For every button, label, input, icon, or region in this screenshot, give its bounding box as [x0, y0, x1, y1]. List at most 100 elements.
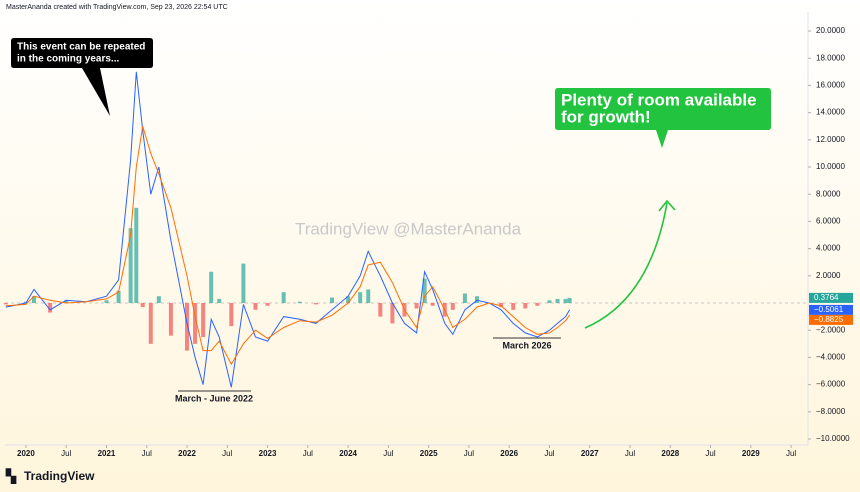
histogram-bar	[31, 296, 36, 304]
y-tick-label: 10.0000	[816, 162, 845, 171]
histogram-bar	[414, 303, 419, 309]
price-tag	[809, 292, 853, 303]
y-tick-label: 2.0000	[816, 271, 841, 280]
x-tick-label: 2024	[339, 449, 357, 458]
histogram-bar	[3, 303, 8, 305]
histogram-bar	[474, 296, 479, 304]
histogram-bar	[523, 303, 528, 309]
price-tag	[809, 314, 853, 325]
histogram-bar	[430, 303, 435, 306]
logo: ▚	[5, 467, 17, 484]
y-tick-label: 18.0000	[816, 53, 845, 62]
histogram-bar	[185, 303, 190, 351]
histogram-bar	[229, 303, 234, 327]
x-tick-label: Jul	[142, 449, 152, 458]
histogram-bar	[253, 303, 258, 310]
x-tick-label: Jul	[625, 449, 635, 458]
histogram-bar	[499, 303, 504, 308]
x-tick-label: Jul	[61, 449, 71, 458]
x-tick-label: 2020	[17, 449, 35, 458]
y-tick-label: 20.0000	[816, 26, 845, 35]
histogram-bar	[48, 303, 53, 313]
histogram-bar	[346, 296, 351, 304]
annotation: for growth!	[561, 107, 651, 126]
histogram-bar	[116, 290, 121, 304]
arrow-head	[658, 199, 676, 212]
histogram-bar	[193, 303, 198, 344]
x-tick-label: 2029	[742, 449, 760, 458]
histogram-bar	[156, 296, 161, 304]
annotation: Plenty of room available	[561, 90, 757, 109]
price-tag-label: −0.8825	[814, 315, 844, 324]
histogram-bar	[378, 303, 383, 317]
watermark: TradingView @MasterAnanda	[295, 219, 522, 238]
x-tick-label: 2027	[581, 449, 599, 458]
y-tick-label: 14.0000	[816, 108, 845, 117]
price-tag-label: −0.5061	[814, 305, 844, 314]
macd-line	[5, 126, 571, 366]
x-tick-label: 2025	[420, 449, 438, 458]
y-tick-label: 6.0000	[816, 217, 841, 226]
histogram-bar	[297, 301, 302, 304]
y-tick-label: 12.0000	[816, 135, 845, 144]
histogram-bar	[511, 303, 516, 310]
histogram-bar	[104, 300, 109, 304]
y-tick-label: −2.0000	[816, 325, 846, 334]
histogram-bar	[422, 278, 427, 304]
annotation: March 2026	[502, 340, 551, 350]
histogram-bar	[134, 207, 139, 304]
callout	[555, 88, 771, 148]
x-tick-label: 2021	[98, 449, 116, 458]
annotation: in the coming years...	[17, 54, 119, 65]
y-tick-label: 16.0000	[816, 81, 845, 90]
arrow	[584, 202, 668, 329]
histogram-bar	[366, 289, 371, 304]
histogram-bar	[128, 228, 133, 304]
histogram-bar	[241, 263, 246, 304]
x-tick-label: Jul	[464, 449, 474, 458]
logo-text: TradingView	[24, 469, 95, 483]
x-tick-label: Jul	[544, 449, 554, 458]
y-tick-label: −10.0000	[816, 434, 850, 443]
histogram-bar	[358, 292, 363, 304]
x-tick-label: Jul	[705, 449, 715, 458]
histogram-bar	[140, 303, 145, 308]
y-tick-label: 8.0000	[816, 189, 841, 198]
x-tick-label: Jul	[303, 449, 313, 458]
y-tick-label: 4.0000	[816, 244, 841, 253]
x-tick-label: Jul	[222, 449, 232, 458]
histogram-bar	[209, 271, 214, 304]
histogram-bar	[281, 292, 286, 304]
histogram-bar	[313, 303, 318, 305]
x-tick-label: 2026	[500, 449, 518, 458]
y-tick-label: −4.0000	[816, 353, 846, 362]
price-tag-label: 0.3764	[814, 293, 839, 302]
x-tick-label: Jul	[786, 449, 796, 458]
callout	[11, 38, 153, 116]
x-tick-label: 2023	[259, 449, 277, 458]
histogram-bar	[168, 303, 173, 336]
histogram-bar	[547, 300, 552, 304]
histogram-bar	[555, 298, 560, 304]
x-tick-label: 2022	[178, 449, 196, 458]
x-tick-label: Jul	[383, 449, 393, 458]
histogram-bar	[390, 303, 395, 324]
histogram-bar	[201, 303, 206, 338]
header: MasterAnanda created with TradingView.co…	[6, 4, 228, 11]
histogram-bar	[64, 300, 69, 304]
price-tag	[809, 304, 853, 315]
histogram-bar	[148, 303, 153, 344]
histogram-bar	[450, 303, 455, 310]
histogram-bar	[265, 303, 270, 306]
annotation: This event can be repeated	[17, 42, 145, 53]
y-tick-label: −6.0000	[816, 380, 846, 389]
histogram-bar	[462, 293, 467, 304]
histogram-bar	[329, 297, 334, 304]
x-tick-label: 2028	[661, 449, 679, 458]
y-tick-label: −8.0000	[816, 407, 846, 416]
plot	[3, 71, 572, 388]
histogram-bar	[535, 303, 540, 306]
histogram-bar	[217, 298, 222, 304]
